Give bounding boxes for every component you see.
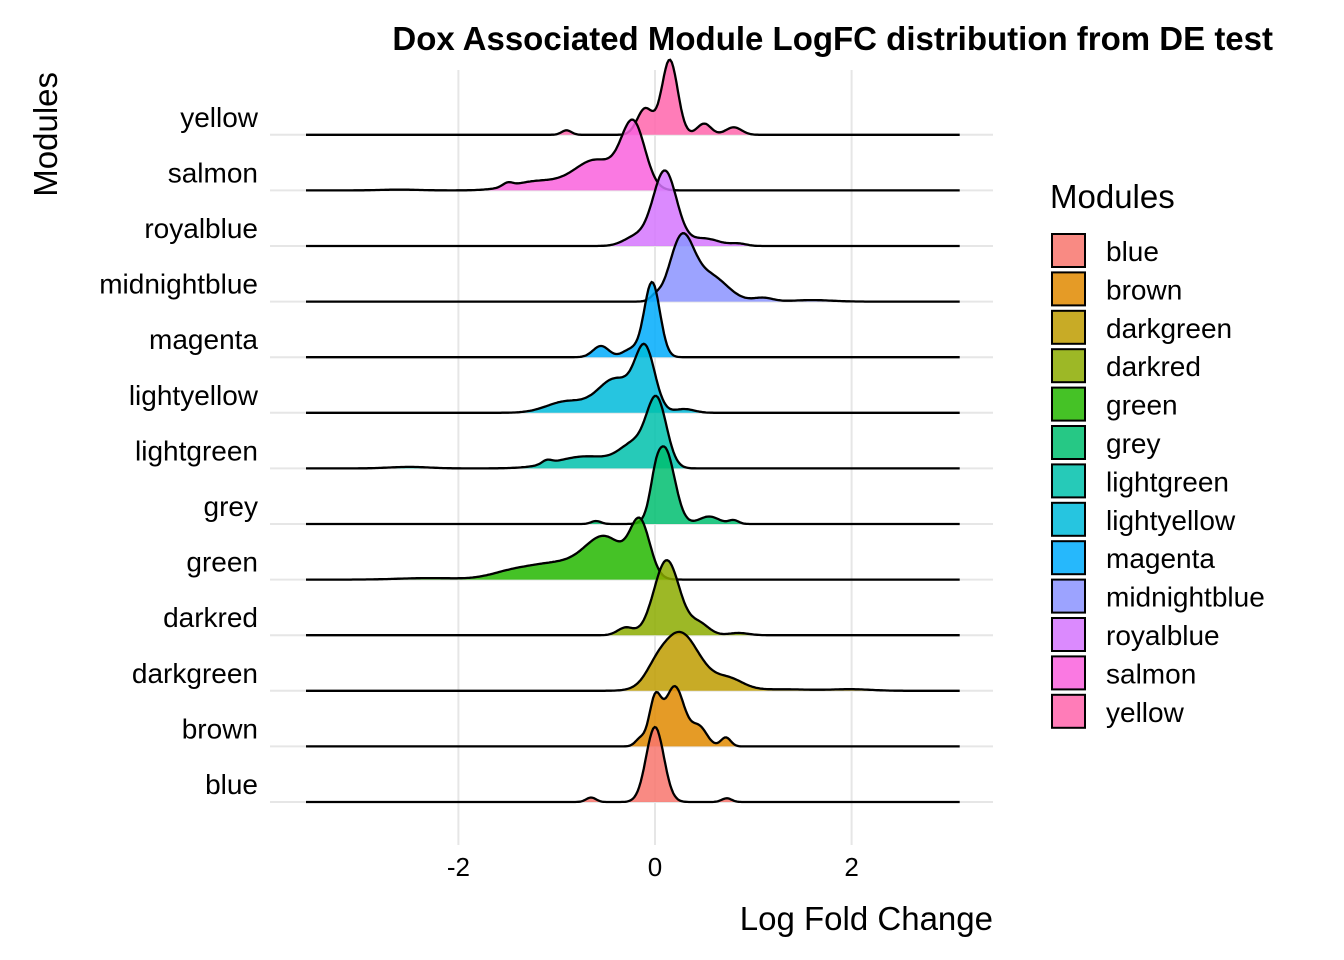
legend-label-darkgreen: darkgreen (1106, 313, 1232, 344)
ridge-fill-lightgreen (306, 395, 960, 469)
ridge-fill-salmon (306, 119, 960, 191)
legend-swatch-green (1051, 386, 1086, 422)
y-tick-label-blue: blue (205, 769, 258, 800)
ridge-outline-darkred (306, 559, 960, 637)
chart-title: Dox Associated Module LogFC distribution… (392, 20, 1273, 57)
legend-swatch-blue (1051, 233, 1086, 268)
legend-swatch-grey (1051, 425, 1086, 460)
legend-label-royalblue: royalblue (1106, 620, 1220, 651)
legend-swatch-lightgreen (1051, 463, 1086, 499)
ridge-outline-blue (306, 725, 960, 804)
y-tick-labels: yellow salmon royalblue midnightblue magenta… (99, 102, 259, 800)
x-tick-label: 0 (648, 852, 662, 882)
ridge-outline-darkgreen (306, 630, 960, 692)
ridges (306, 58, 960, 804)
legend-swatch-lightyellow (1051, 501, 1086, 537)
ridge-royalblue (306, 169, 960, 248)
legend-title: Modules (1050, 178, 1175, 215)
legend-label-darkred: darkred (1106, 351, 1201, 382)
y-tick-label-brown: brown (182, 713, 258, 744)
ridge-outline-royalblue (306, 169, 960, 248)
y-tick-label-midnightblue: midnightblue (99, 269, 258, 300)
legend: Modules blue brown darkgreen darkred green gr… (1050, 178, 1265, 729)
legend-label-salmon: salmon (1106, 658, 1196, 689)
y-tick-label-salmon: salmon (168, 157, 258, 188)
ridge-darkred (306, 559, 960, 637)
ridge-brown (306, 684, 960, 748)
ridge-salmon (306, 118, 960, 192)
legend-label-brown: brown (1106, 274, 1182, 305)
y-tick-label-green: green (186, 547, 258, 578)
ridge-outline-lightgreen (306, 394, 960, 470)
y-tick-label-lightyellow: lightyellow (129, 380, 259, 411)
legend-swatch-brown (1051, 271, 1086, 307)
y-tick-label-royalblue: royalblue (144, 213, 258, 244)
legend-swatch-magenta (1051, 540, 1086, 576)
ridge-green (306, 516, 960, 581)
legend-label-grey: grey (1106, 428, 1160, 459)
legend-swatch-salmon (1051, 655, 1086, 691)
legend-swatch-darkred (1051, 348, 1086, 384)
y-tick-label-grey: grey (204, 491, 258, 522)
ridge-fill-brown (306, 686, 960, 747)
y-tick-label-yellow: yellow (180, 102, 259, 133)
legend-label-midnightblue: midnightblue (1106, 582, 1265, 613)
ridge-midnightblue (306, 232, 960, 303)
y-tick-label-magenta: magenta (149, 324, 258, 355)
legend-swatch-midnightblue (1051, 578, 1086, 614)
legend-swatch-royalblue (1051, 617, 1086, 652)
ridge-outline-midnightblue (306, 232, 960, 303)
y-tick-label-darkgreen: darkgreen (132, 658, 258, 689)
ridge-darkgreen (306, 630, 960, 692)
ridge-outline-lightyellow (306, 342, 960, 414)
ridge-outline-green (306, 516, 960, 581)
ridge-fill-lightyellow (306, 343, 960, 413)
x-tick-label: 2 (844, 852, 858, 882)
y-tick-label-darkred: darkred (163, 602, 258, 633)
legend-items: blue brown darkgreen darkred green grey lightg… (1051, 233, 1265, 729)
ridge-outline-salmon (306, 118, 960, 192)
ridge-outline-brown (306, 684, 960, 748)
legend-label-lightyellow: lightyellow (1106, 505, 1236, 536)
ridge-fill-green (306, 517, 960, 580)
legend-label-yellow: yellow (1106, 697, 1185, 728)
ridge-blue (306, 725, 960, 804)
ridge-fill-blue (306, 727, 960, 802)
x-tick-labels: -2 0 2 (447, 852, 859, 882)
ridge-outline-magenta (306, 280, 960, 359)
ridge-lightyellow (306, 342, 960, 414)
legend-swatch-darkgreen (1051, 309, 1086, 345)
y-tick-label-lightgreen: lightgreen (135, 435, 258, 466)
legend-swatch-yellow (1051, 693, 1086, 729)
ridge-lightgreen (306, 394, 960, 470)
y-axis-title: Modules (27, 72, 64, 197)
legend-label-magenta: magenta (1106, 543, 1215, 574)
x-axis-title: Log Fold Change (740, 900, 993, 937)
ridge-magenta (306, 280, 960, 359)
legend-label-blue: blue (1106, 236, 1159, 267)
legend-label-lightgreen: lightgreen (1106, 466, 1229, 497)
ridge-fill-darkgreen (306, 631, 960, 691)
x-tick-label: -2 (447, 852, 470, 882)
legend-label-green: green (1106, 390, 1178, 421)
